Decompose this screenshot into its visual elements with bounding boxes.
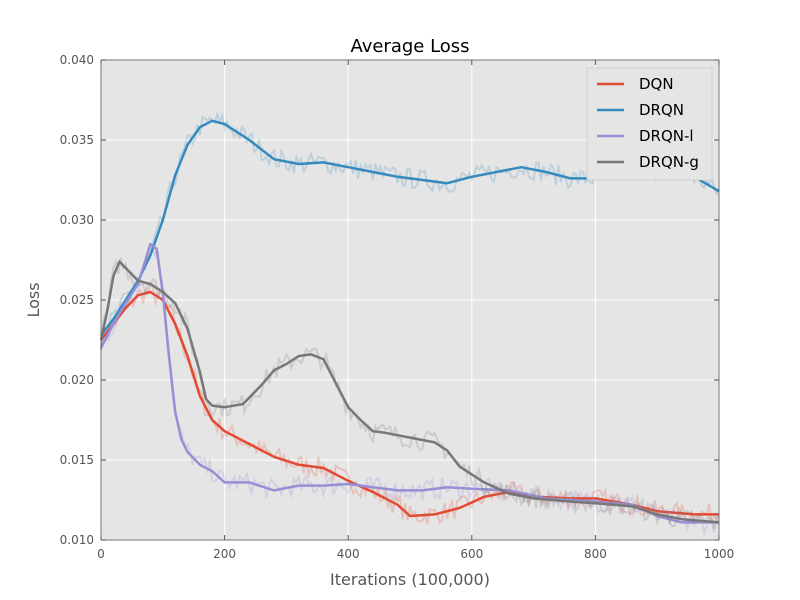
- series-raw-trace: [100, 280, 720, 526]
- y-tick-label: 0.035: [60, 133, 94, 147]
- y-tick-label: 0.025: [60, 293, 94, 307]
- x-axis-label: Iterations (100,000): [330, 570, 490, 589]
- y-tick-label: 0.020: [60, 373, 94, 387]
- grid-lines: [100, 59, 720, 541]
- y-axis-label: Loss: [24, 282, 43, 317]
- x-tick-label: 800: [584, 547, 607, 561]
- tick-layer: 0 200 400 600 800 1000 0.010 0.015 0.020 0.025 0.0…: [60, 53, 735, 561]
- y-tick-label: 0.030: [60, 213, 94, 227]
- series-line: [100, 290, 719, 518]
- series-layer: [99, 111, 720, 537]
- x-tick-label: 200: [213, 547, 236, 561]
- chart-title: Average Loss: [350, 36, 469, 57]
- legend-label: DRQN-l: [639, 127, 694, 145]
- x-tick-label: 400: [337, 547, 360, 561]
- y-tick-label: 0.010: [60, 533, 94, 547]
- legend: DQN DRQN DRQN-l DRQN-g: [586, 67, 713, 181]
- legend-label: DRQN: [639, 101, 684, 119]
- x-tick-label: 0: [97, 547, 105, 561]
- legend-label: DQN: [639, 75, 674, 93]
- x-tick-label: 600: [460, 547, 483, 561]
- series-line: [99, 260, 720, 524]
- legend-label: DRQN-g: [639, 153, 699, 171]
- y-tick-label: 0.015: [60, 453, 94, 467]
- x-tick-label: 1000: [704, 547, 735, 561]
- y-tick-label: 0.040: [60, 53, 94, 67]
